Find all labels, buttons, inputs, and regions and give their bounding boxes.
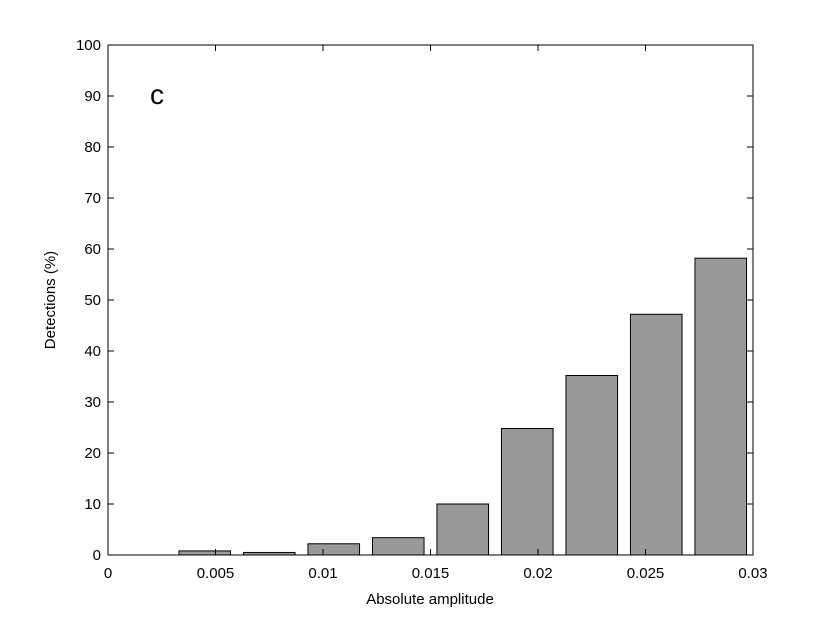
bar	[436, 503, 490, 556]
y-tick-label: 20	[84, 445, 101, 462]
y-tick-label: 60	[84, 241, 101, 258]
y-tick-label: 10	[84, 496, 101, 513]
x-axis-label: Absolute amplitude	[366, 591, 494, 608]
y-tick-label: 90	[84, 88, 101, 105]
bar	[629, 313, 683, 556]
bar	[565, 374, 619, 556]
x-tick-label: 0.02	[523, 565, 552, 582]
y-axis-label: Detections (%)	[42, 251, 59, 349]
x-tick-label: 0	[104, 565, 112, 582]
x-tick-label: 0.03	[738, 565, 767, 582]
y-tick-label: 80	[84, 139, 101, 156]
y-tick-label: 30	[84, 394, 101, 411]
bar	[500, 428, 554, 556]
bar	[694, 257, 748, 556]
x-tick-label: 0.005	[197, 565, 235, 582]
x-tick-label: 0.015	[412, 565, 450, 582]
y-tick-label: 50	[84, 292, 101, 309]
bar	[371, 537, 425, 556]
x-tick-label: 0.025	[627, 565, 665, 582]
panel-label: c	[150, 79, 164, 110]
y-tick-label: 40	[84, 343, 101, 360]
y-tick-label: 70	[84, 190, 101, 207]
y-tick-label: 100	[76, 37, 101, 54]
bar	[307, 543, 361, 556]
y-tick-label: 0	[93, 547, 101, 564]
x-tick-label: 0.01	[308, 565, 337, 582]
bar	[178, 550, 232, 556]
